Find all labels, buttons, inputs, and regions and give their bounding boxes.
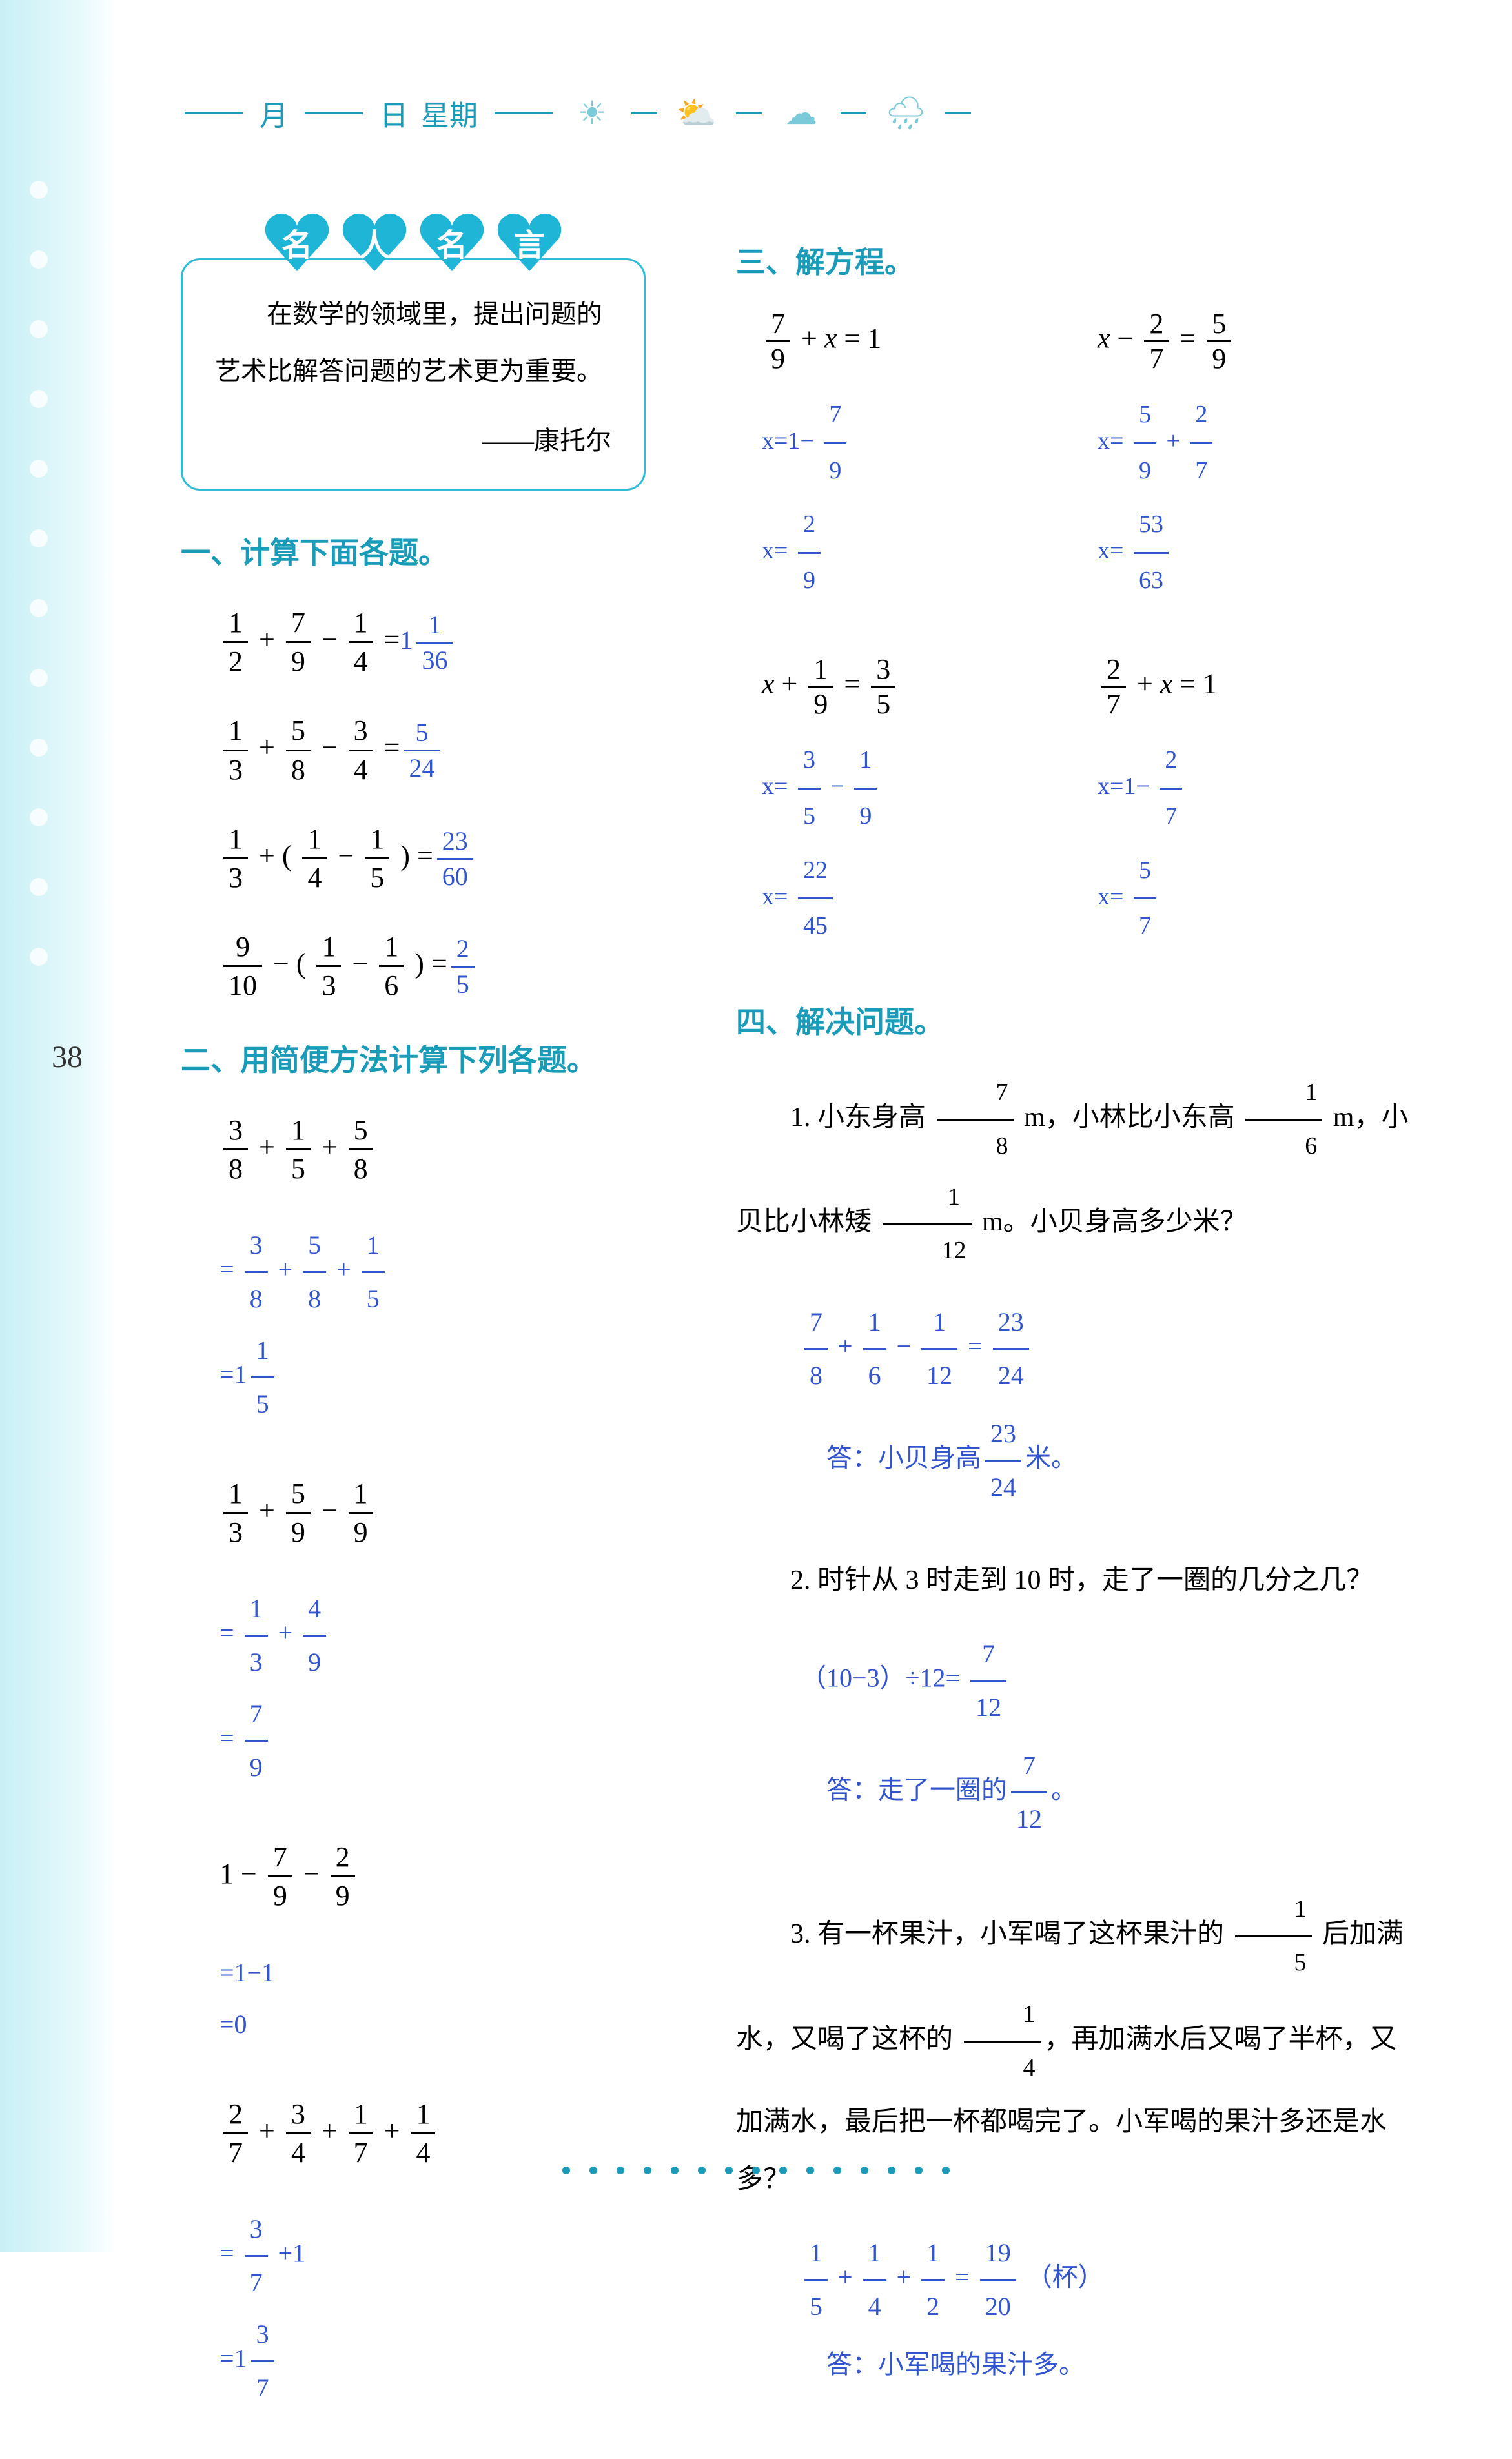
section1-item-3: 13 + ( 14 − 15 ) =2360 [220, 821, 671, 896]
quote-box: 名 人 名 言 在数学的领域里，提出问题的艺术比解答问题的艺术更为重要。 ——康… [181, 207, 646, 491]
heart-icon: 人 [336, 207, 413, 278]
section1-item-2: 13 + 58 − 34 =524 [220, 712, 671, 788]
section1-title: 一、计算下面各题。 [181, 529, 671, 572]
problem-3-work: 15 + 14 + 12 = 1920 （杯） [801, 2227, 1414, 2332]
section2-work: =0 [220, 1999, 671, 2050]
problem-3-answer: 答：小军喝的果汁多。 [826, 2339, 1414, 2391]
problem-1-answer: 答：小贝身高2324米。 [826, 1408, 1414, 1513]
section1-item-1: 12 + 79 − 14 =1136 [220, 604, 671, 680]
partly-cloudy-icon: ⛅ [674, 90, 719, 136]
quote-body: 在数学的领域里，提出问题的艺术比解答问题的艺术更为重要。 [215, 286, 611, 400]
equation-row-2: x + 19 = 35 x= 35 − 19x= 2245 27 + x = 1… [762, 653, 1414, 953]
section2-work: =1−1 [220, 1947, 671, 1999]
section2-work: =115 [220, 1325, 671, 1430]
section1-answer-3: 2360 [433, 842, 477, 871]
heart-icon: 名 [258, 207, 336, 278]
sun-icon: ☀ [569, 90, 615, 136]
section2-title: 二、用简便方法计算下列各题。 [181, 1037, 671, 1079]
day-label: 日 [380, 92, 408, 134]
section2-work: =137 [220, 2309, 671, 2414]
problem-2-text: 2. 时针从 3 时走到 10 时，走了一圈的几分之几？ [736, 1552, 1414, 1609]
problem-2-answer: 答：走了一圈的712。 [826, 1740, 1414, 1845]
section1-answer-2: 524 [400, 733, 444, 762]
problem-2-work: （10−3）÷12= 712 [801, 1628, 1414, 1733]
section1-answer-4: 25 [447, 950, 478, 979]
weekday-blank[interactable] [495, 112, 553, 114]
equation-row-1: 79 + x = 1 x=1− 79x= 29 x − 27 = 59 x= 5… [762, 307, 1414, 607]
section2-work: = 79 [220, 1688, 671, 1793]
rain-icon: 🌧 [883, 90, 928, 136]
cloud-icon: ☁ [779, 90, 824, 136]
equation-2-2: 27 + x = 1 x=1− 27x= 57 [1098, 653, 1317, 953]
section2-item-4: 27 + 34 + 17 + 14 [220, 2096, 671, 2171]
section3-title: 三、解方程。 [736, 239, 1414, 281]
section1-item-4: 910 − ( 13 − 16 ) =25 [220, 928, 671, 1004]
equation-2-1: x + 19 = 35 x= 35 − 19x= 2245 [762, 653, 981, 953]
month-label: 月 [260, 92, 288, 134]
equation-1-2: x − 27 = 59 x= 59 + 27x= 5363 [1098, 307, 1317, 607]
problem-1-work: 78 + 16 − 112 = 2324 [801, 1296, 1414, 1402]
left-margin-ornament [19, 129, 58, 2066]
heart-icon: 言 [491, 207, 568, 278]
section2-item-1: 38 + 15 + 58 [220, 1112, 671, 1187]
footer-dots [562, 2167, 950, 2174]
section2-item-3: 1 − 79 − 29 [220, 1839, 671, 1914]
problem-3-text: 3. 有一杯果汁，小军喝了这杯果汁的 15 后加满水，又喝了这杯的 14，再加满… [736, 1884, 1414, 2208]
month-blank[interactable] [185, 112, 243, 114]
section1-answer-1: 1136 [400, 626, 456, 655]
section4-title: 四、解决问题。 [736, 999, 1414, 1041]
day-blank[interactable] [305, 112, 363, 114]
weekday-label: 星期 [421, 92, 478, 134]
section2-work: = 13 + 49 [220, 1583, 671, 1688]
page-number: 38 [52, 1039, 83, 1075]
date-weather-header: 月 日 星期 ☀ ⛅ ☁ 🌧 [181, 90, 975, 136]
section2-work: = 37 +1 [220, 2203, 671, 2309]
quote-author: ——康托尔 [215, 413, 611, 469]
equation-1-1: 79 + x = 1 x=1− 79x= 29 [762, 307, 981, 607]
heart-icon: 名 [413, 207, 491, 278]
problem-1-text: 1. 小东身高 78 m，小林比小东高 16 m，小贝比小林矮 112 m。小贝… [736, 1067, 1414, 1277]
section2-item-2: 13 + 59 − 19 [220, 1475, 671, 1551]
page-background-gradient [0, 0, 116, 2252]
section2-work: = 38 + 58 + 15 [220, 1219, 671, 1325]
